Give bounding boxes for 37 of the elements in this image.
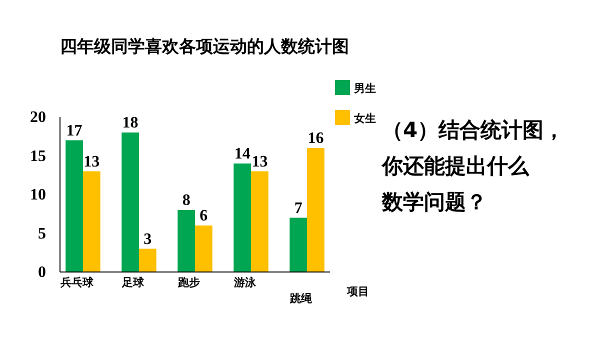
data-label: 8: [182, 192, 190, 209]
legend-label: 男生: [353, 82, 376, 95]
x-axis-title: 项目: [346, 285, 369, 298]
text: 你还能提出什么: [381, 154, 530, 178]
y-tick-label: 10: [30, 186, 46, 204]
bar: [290, 218, 308, 272]
data-label: 13: [252, 153, 268, 170]
y-tick-label: 5: [38, 225, 46, 242]
data-label: 3: [144, 230, 152, 248]
text: （4）结合统计图，: [382, 118, 565, 142]
data-label: 17: [66, 122, 82, 140]
bar: [234, 164, 252, 272]
y-tick-label: 15: [30, 148, 46, 165]
x-tick-label: 跑步: [177, 276, 200, 289]
data-label: 16: [308, 130, 324, 147]
bar: [307, 148, 324, 272]
bar: [82, 171, 100, 272]
x-tick-label: 跳绳: [289, 292, 314, 305]
bar: [178, 210, 195, 272]
chart-title: 四年级同学喜欢各项运动的人数统计图: [60, 37, 349, 57]
data-label: 18: [122, 114, 138, 132]
x-tick-label: 足球: [120, 276, 145, 289]
bar: [138, 248, 156, 272]
x-tick-label: 游泳: [233, 276, 258, 289]
text: 数学问题？: [381, 190, 487, 214]
legend-label: 女生: [353, 112, 376, 125]
y-tick-label: 0: [38, 264, 46, 281]
bar: [122, 132, 139, 272]
data-label: 7: [294, 200, 302, 217]
y-tick-label: 20: [30, 109, 46, 126]
bar: [66, 140, 83, 272]
data-label: 6: [200, 208, 208, 224]
bar: [251, 171, 268, 272]
bar: [195, 226, 212, 272]
data-label: 13: [84, 153, 100, 170]
x-tick-label: 兵乓球: [59, 276, 94, 289]
data-label: 14: [234, 146, 250, 162]
